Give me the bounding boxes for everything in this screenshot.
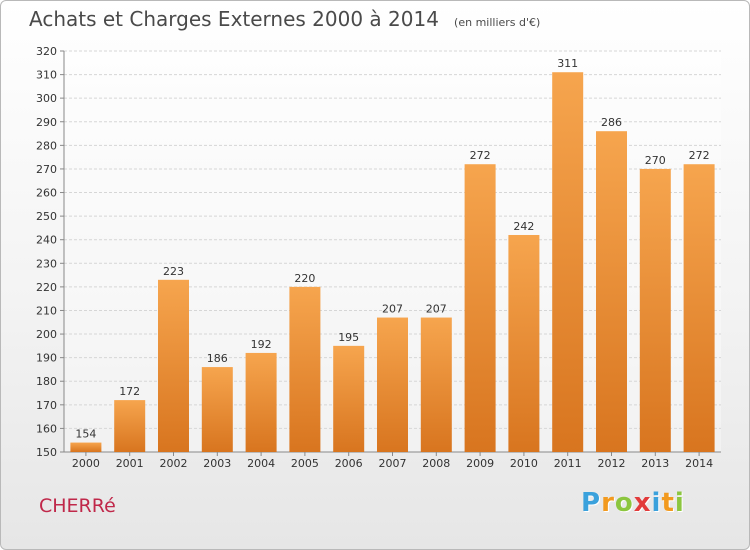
- title-row: Achats et Charges Externes 2000 à 2014 (…: [29, 7, 540, 31]
- data-label: 154: [75, 428, 96, 441]
- bar: [289, 286, 321, 452]
- logo-letter: P: [581, 488, 602, 518]
- data-label: 220: [294, 272, 315, 285]
- bar: [245, 352, 277, 452]
- x-tick-label: 2012: [598, 457, 626, 470]
- data-label: 207: [382, 303, 403, 316]
- data-label: 286: [601, 116, 622, 129]
- data-label: 186: [207, 352, 228, 365]
- y-tick-label: 310: [36, 69, 57, 82]
- data-label: 272: [689, 149, 710, 162]
- data-label: 242: [513, 220, 534, 233]
- bar: [201, 367, 233, 452]
- data-label: 207: [426, 303, 447, 316]
- commune-name: CHERRé: [39, 495, 116, 517]
- logo-letter: r: [601, 488, 615, 518]
- y-tick-label: 290: [36, 116, 57, 129]
- bar: [639, 168, 671, 453]
- data-label: 172: [119, 385, 140, 398]
- y-tick-label: 210: [36, 304, 57, 317]
- y-tick-label: 170: [36, 399, 57, 412]
- bar: [158, 279, 189, 452]
- y-tick-label: 250: [36, 210, 57, 223]
- bar: [377, 317, 408, 452]
- y-tick-label: 270: [36, 163, 57, 176]
- x-tick-label: 2009: [466, 457, 494, 470]
- y-tick-label: 200: [36, 328, 57, 341]
- x-tick-label: 2005: [291, 457, 319, 470]
- data-label: 272: [470, 149, 491, 162]
- chart-title: Achats et Charges Externes 2000 à 2014: [29, 7, 439, 31]
- x-tick-label: 2003: [203, 457, 231, 470]
- logo-letter: t: [661, 488, 675, 518]
- bar: [596, 131, 627, 452]
- data-label: 270: [645, 154, 666, 167]
- chart-subtitle: (en milliers d'€): [454, 16, 541, 29]
- x-tick-label: 2004: [247, 457, 275, 470]
- bar: [552, 72, 584, 453]
- bar: [333, 345, 365, 452]
- logo-letter: i: [674, 488, 685, 518]
- logo-letter: x: [633, 488, 652, 518]
- data-label: 311: [557, 57, 578, 70]
- y-tick-label: 160: [36, 422, 57, 435]
- y-tick-label: 220: [36, 281, 57, 294]
- logo-letter: o: [614, 488, 634, 518]
- y-tick-label: 280: [36, 139, 57, 152]
- y-tick-label: 180: [36, 375, 57, 388]
- bar: [420, 317, 452, 452]
- x-tick-label: 2011: [554, 457, 582, 470]
- proxiti-logo: Proxiti: [581, 488, 685, 518]
- y-tick-label: 240: [36, 234, 57, 247]
- bar: [114, 400, 146, 452]
- bar: [683, 164, 715, 453]
- data-label: 195: [338, 331, 359, 344]
- x-tick-label: 2010: [510, 457, 538, 470]
- y-tick-label: 260: [36, 187, 57, 200]
- bar: [464, 164, 496, 453]
- x-tick-label: 2001: [116, 457, 144, 470]
- x-tick-label: 2013: [641, 457, 669, 470]
- bar: [508, 234, 540, 452]
- y-tick-label: 190: [36, 352, 57, 365]
- x-tick-label: 2007: [379, 457, 407, 470]
- x-tick-label: 2006: [335, 457, 363, 470]
- x-tick-label: 2008: [422, 457, 450, 470]
- y-tick-label: 230: [36, 257, 57, 270]
- logo-letter: i: [651, 488, 662, 518]
- x-tick-label: 2000: [72, 457, 100, 470]
- data-label: 223: [163, 265, 184, 278]
- x-tick-label: 2002: [160, 457, 188, 470]
- x-tick-label: 2014: [685, 457, 713, 470]
- bar: [70, 442, 102, 452]
- y-tick-label: 150: [36, 446, 57, 459]
- y-tick-label: 300: [36, 92, 57, 105]
- data-label: 192: [251, 338, 272, 351]
- y-tick-label: 320: [36, 45, 57, 58]
